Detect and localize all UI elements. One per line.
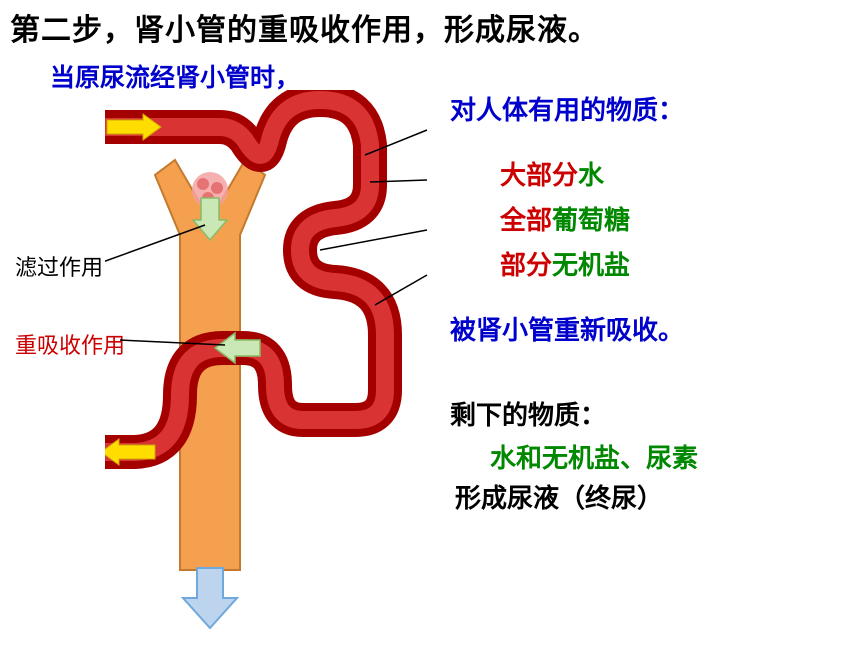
salt-line: 部分无机盐 (500, 245, 630, 282)
glucose-prefix: 全部 (500, 205, 552, 235)
filtration-label: 滤过作用 (15, 250, 103, 282)
renal-tubule (105, 100, 385, 452)
urine-out-arrow-icon (183, 568, 237, 628)
useful-substances-title: 对人体有用的物质： (450, 90, 684, 127)
nephron-diagram (105, 90, 435, 630)
form-urine-text: 形成尿液（终尿） (455, 478, 663, 515)
glucose-substance: 葡萄糖 (552, 205, 630, 235)
salt-substance: 无机盐 (552, 250, 630, 280)
water-substance: 水 (578, 160, 604, 190)
glucose-line: 全部葡萄糖 (500, 200, 630, 237)
page-title: 第二步，肾小管的重吸收作用，形成尿液。 (10, 5, 599, 49)
intro-text: 当原尿流经肾小管时， (50, 58, 300, 94)
remaining-content: 水和无机盐、尿素 (490, 438, 698, 475)
remaining-title: 剩下的物质： (450, 395, 606, 432)
reabsorbed-text: 被肾小管重新吸收。 (450, 310, 684, 347)
water-prefix: 大部分 (500, 160, 578, 190)
salt-prefix: 部分 (500, 250, 552, 280)
water-line: 大部分水 (500, 155, 604, 192)
